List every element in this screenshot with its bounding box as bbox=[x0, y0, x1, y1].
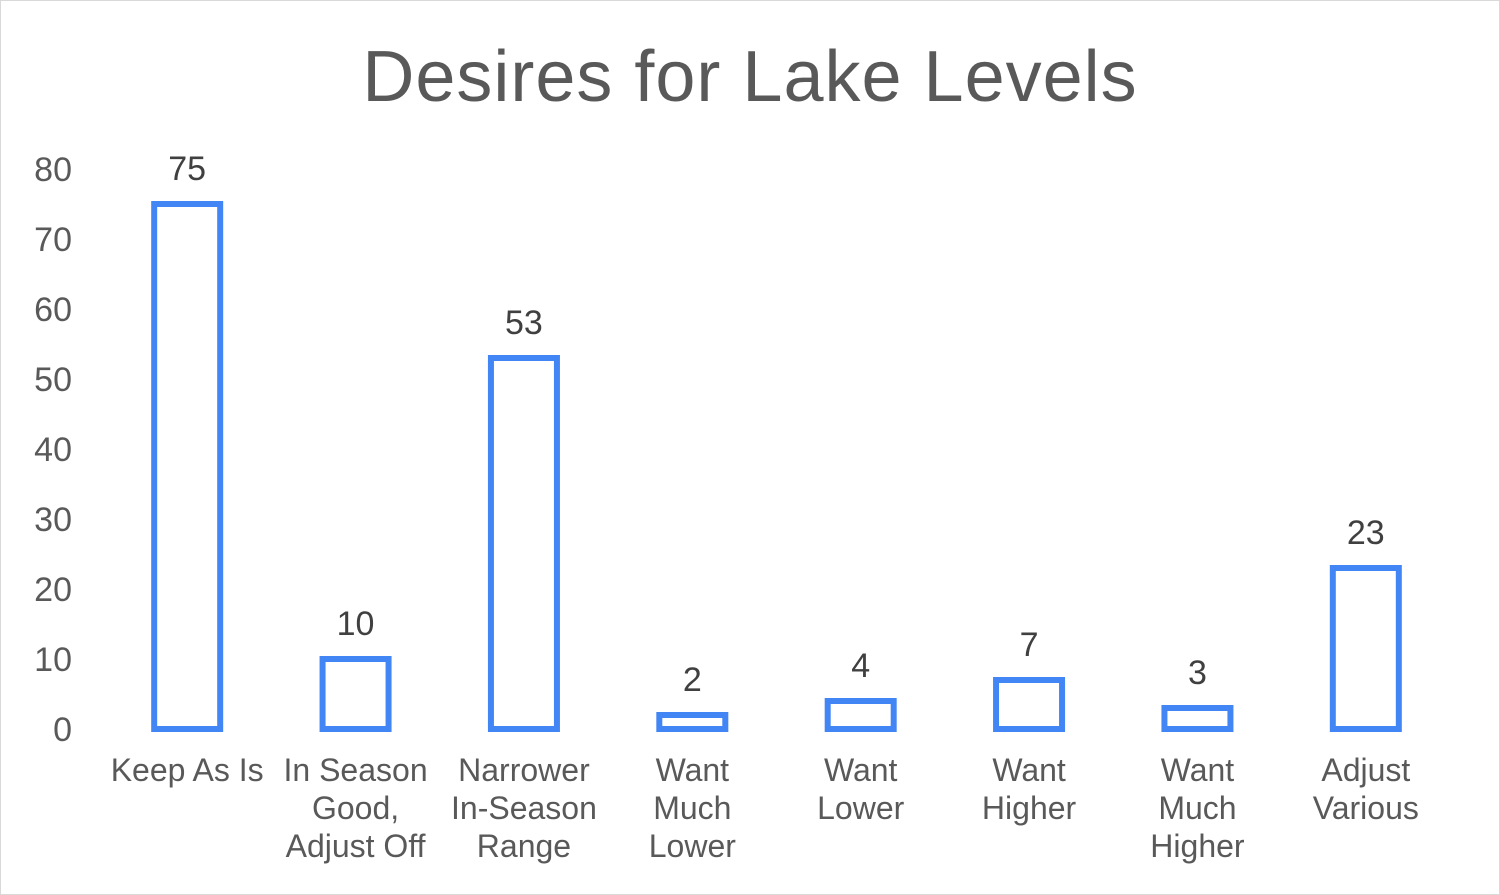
x-category-label: In-Season bbox=[451, 790, 597, 826]
x-category-label: Keep As Is bbox=[111, 752, 264, 788]
y-tick-label: 50 bbox=[34, 361, 72, 399]
bar bbox=[151, 201, 224, 732]
bar bbox=[1161, 705, 1234, 732]
y-tick-label: 40 bbox=[34, 431, 72, 469]
y-tick-label: 60 bbox=[34, 291, 72, 329]
bar bbox=[824, 698, 897, 732]
y-tick-label: 30 bbox=[34, 501, 72, 539]
data-label: 10 bbox=[337, 605, 375, 643]
y-tick-label: 20 bbox=[34, 571, 72, 609]
data-label: 23 bbox=[1347, 514, 1385, 552]
x-category-label: Range bbox=[477, 828, 571, 864]
data-label: 53 bbox=[505, 304, 543, 342]
y-tick-label: 80 bbox=[34, 151, 72, 189]
bar bbox=[319, 656, 392, 732]
x-category-label: Lower bbox=[649, 828, 737, 864]
x-category-label: Want bbox=[656, 752, 730, 788]
x-category-label: Lower bbox=[817, 790, 905, 826]
x-category-label: Various bbox=[1313, 790, 1419, 826]
data-label: 2 bbox=[683, 661, 702, 699]
x-category-label: Narrower bbox=[458, 752, 590, 788]
x-category-label: In Season bbox=[284, 752, 428, 788]
data-label: 4 bbox=[851, 647, 870, 685]
bar bbox=[1329, 565, 1402, 732]
bar bbox=[487, 355, 560, 732]
bar bbox=[993, 677, 1066, 732]
x-category-label: Good, bbox=[312, 790, 399, 826]
x-category-label: Much bbox=[1158, 790, 1236, 826]
x-category-label: Adjust bbox=[1321, 752, 1410, 788]
chart-title: Desires for Lake Levels bbox=[362, 37, 1138, 117]
y-tick-label: 0 bbox=[53, 711, 72, 749]
x-category-label: Much bbox=[653, 790, 731, 826]
data-label: 3 bbox=[1188, 654, 1207, 692]
x-category-label: Want bbox=[824, 752, 898, 788]
data-label: 75 bbox=[168, 150, 206, 188]
x-category-label: Want bbox=[992, 752, 1066, 788]
bar bbox=[656, 712, 729, 732]
x-category-label: Adjust Off bbox=[286, 828, 426, 864]
y-tick-label: 70 bbox=[34, 221, 72, 259]
x-category-label: Higher bbox=[1150, 828, 1245, 864]
data-label: 7 bbox=[1020, 626, 1039, 664]
y-tick-label: 10 bbox=[34, 641, 72, 679]
x-category-label: Want bbox=[1161, 752, 1235, 788]
x-category-label: Higher bbox=[982, 790, 1077, 826]
